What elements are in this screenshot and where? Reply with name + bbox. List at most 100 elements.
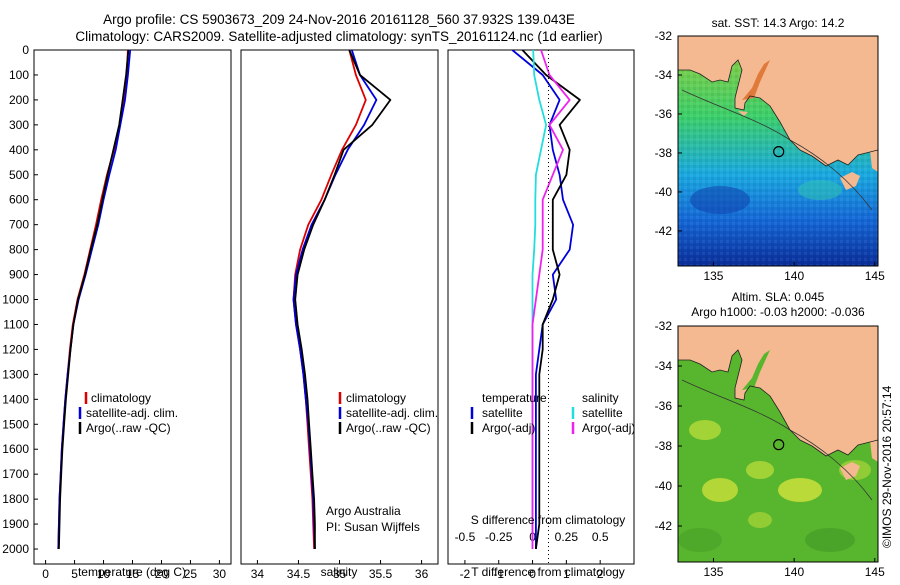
x-tick-label: 5 [71, 567, 78, 580]
x-tick-label: 35.5 [369, 567, 393, 580]
map-y-tick-label: -40 [655, 185, 673, 199]
top-tick-label: 0.25 [555, 530, 579, 544]
header-line2: Climatology: CARS2009. Satellite-adjuste… [75, 29, 602, 44]
map-y-tick-label: -42 [655, 224, 673, 238]
header-line1: Argo profile: CS 5903673_209 24-Nov-2016… [103, 12, 575, 27]
depth-tick-label: 0 [22, 43, 29, 57]
depth-tick-label: 400 [9, 143, 29, 157]
depth-tick-label: 1500 [2, 417, 29, 431]
sla-blob [748, 512, 772, 528]
legend-label-sal-satellite: satellite [582, 406, 623, 420]
legend-title-temperature: temperature [482, 391, 547, 405]
difference-legend-salinity: salinity satellite Argo(-adj) [571, 391, 635, 435]
map-x-tick-label: 135 [703, 565, 723, 579]
coastline [678, 59, 878, 167]
imos-credit: ©IMOS 29-Nov-2016 20:57:14 [880, 385, 894, 548]
map-y-tick-label: -36 [655, 399, 673, 413]
legend-label-argo: Argo(..raw -QC) [86, 421, 171, 435]
coastline [678, 349, 878, 457]
depth-tick-label: 1400 [2, 392, 29, 406]
map2-title: Altim. SLA: 0.045 [732, 290, 825, 304]
land-mass [870, 148, 878, 172]
temperature-x-axis: 0 5 10 15 20 25 30 [42, 560, 227, 581]
legend-label-satellite: satellite-adj. clim. [86, 406, 178, 420]
x-tick-label: 30 [213, 567, 227, 580]
map2-frame [677, 325, 879, 563]
salinity-legend: climatology satellite-adj. clim. Argo(..… [338, 391, 438, 435]
x-tick-label: 0 [529, 567, 536, 580]
x-tick-label: 25 [184, 567, 198, 580]
map-y-tick-label: -40 [655, 479, 673, 493]
map-y-tick-label: -38 [655, 439, 673, 453]
difference-top-label: S difference from climatology [471, 513, 626, 527]
legend-label-argo: Argo(..raw -QC) [346, 421, 431, 435]
x-tick-label: 20 [155, 567, 169, 580]
difference-xlabel: T difference from climatology [471, 565, 625, 579]
depth-tick-label: 100 [9, 68, 29, 82]
x-tick-label: 35 [333, 567, 347, 580]
depth-tick-label: 1100 [3, 317, 29, 331]
depth-tick-label: 2000 [2, 542, 29, 556]
float-position-marker [773, 146, 785, 158]
land-mass [738, 111, 748, 116]
temperature-legend: climatology satellite-adj. clim. Argo(..… [78, 391, 178, 435]
land-mass [840, 462, 860, 480]
salinity-series [292, 50, 392, 550]
x-tick-label: -1 [493, 567, 504, 580]
depth-tick-label: 1900 [2, 517, 29, 531]
sla-map [678, 326, 878, 562]
land-mass [678, 326, 878, 456]
x-tick-label: 0 [42, 567, 49, 580]
sla-blob [778, 478, 822, 502]
x-tick-label: 34.5 [287, 567, 311, 580]
map-y-tick-label: -34 [655, 68, 673, 82]
map-x-tick-label: 145 [865, 565, 885, 579]
depth-tick-label: 500 [9, 168, 29, 182]
depth-tick-label: 1700 [2, 467, 29, 481]
x-tick-label: 10 [97, 567, 111, 580]
x-tick-label: 2 [597, 567, 604, 580]
map-x-tick-label: 140 [784, 565, 804, 579]
depth-tick-label: 800 [9, 243, 29, 257]
sst-patch [690, 186, 750, 214]
temperature-series [57, 50, 132, 550]
land-mass [840, 172, 860, 190]
x-tick-label: -2 [460, 567, 471, 580]
sst-map [678, 36, 878, 266]
argo-australia-label: Argo Australia [326, 504, 401, 518]
map-y-tick-label: -36 [655, 107, 673, 121]
sla-blob [702, 478, 738, 502]
map2-title2: Argo h1000: -0.03 h2000: -0.036 [691, 305, 865, 319]
depth-axis: 0 100 200 300 400 500 600 700 800 900 1000 1100 1200… [2, 43, 38, 556]
temperature-xlabel: temperature (deg C) [78, 565, 186, 579]
salinity-panel [240, 49, 439, 565]
x-tick-label: 34 [251, 567, 265, 580]
series-line [511, 50, 574, 549]
sla-blob [689, 420, 721, 440]
depth-tick-label: 600 [9, 193, 29, 207]
series-line [58, 50, 130, 550]
map-y-tick-label: -42 [655, 519, 673, 533]
top-tick-label: -0.25 [485, 530, 513, 544]
depth-tick-label: 200 [9, 93, 29, 107]
x-tick-label: 36 [415, 567, 429, 580]
float-position-marker [773, 439, 785, 451]
map1-axes: 135 140 145 -32 -34 -36 -38 -40 -42 [655, 29, 885, 283]
legend-label-temp-argo: Argo(-adj) [482, 421, 535, 435]
legend-title-salinity: salinity [582, 391, 619, 405]
depth-tick-label: 1300 [2, 367, 29, 381]
top-tick-label: 0.5 [592, 530, 609, 544]
salinity-xlabel: salinity [321, 565, 358, 579]
series-line [521, 50, 581, 550]
map-y-tick-label: -34 [655, 359, 673, 373]
series-line [294, 50, 392, 549]
sla-blob [678, 528, 722, 552]
pi-label: PI: Susan Wijffels [326, 520, 420, 534]
depth-tick-label: 1800 [2, 492, 29, 506]
sla-blob [746, 461, 774, 479]
depth-tick-label: 700 [9, 218, 29, 232]
depth-tick-label: 1200 [2, 342, 29, 356]
salinity-x-axis: 34 34.5 35 35.5 36 [251, 560, 429, 581]
map2-axes: 135 140 145 -32 -34 -36 -38 -40 -42 [655, 319, 885, 579]
